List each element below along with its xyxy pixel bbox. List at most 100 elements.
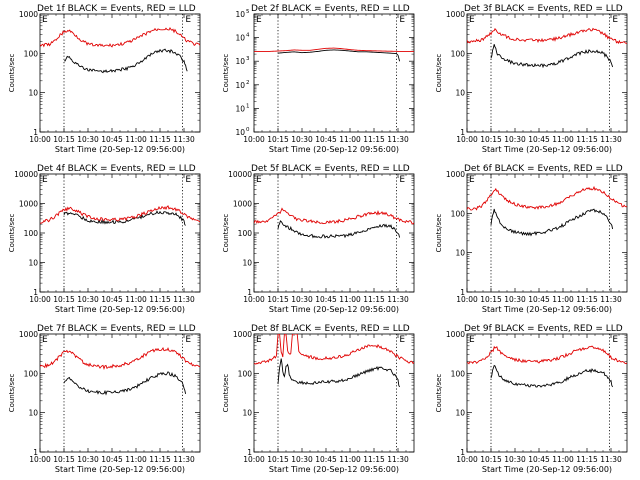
e-marker-label: E [42,175,48,185]
y-tick-exponent: 1 [246,103,250,109]
x-tick-label: 10:15 [267,295,289,304]
e-marker-label: E [399,335,405,345]
x-tick-label: 11:15 [149,295,171,304]
x-tick-label: 11:30 [173,135,195,144]
y-tick-label: 1000 [446,330,465,339]
y-tick-label: 1 [460,128,465,137]
chart-title: Det 6f BLACK = Events, RED = LLD [464,164,623,174]
y-axis-label: Counts/sec [435,374,443,413]
x-axis-label: Start Time (20-Sep-12 09:56:00) [482,145,612,154]
e-marker-label: E [399,15,405,25]
x-tick-label: 11:30 [387,135,409,144]
y-axis-label: Counts/sec [8,214,16,253]
x-tick-label: 11:30 [387,455,409,464]
x-tick-label: 11:30 [600,135,622,144]
series-line-lld [467,345,627,365]
chart-title: Det 3f BLACK = Events, RED = LLD [464,4,623,14]
x-tick-label: 10:15 [480,455,502,464]
e-marker-label: E [612,335,618,345]
x-tick-label: 10:30 [77,295,99,304]
y-tick-label: 1 [460,288,465,297]
x-tick-label: 11:15 [363,295,385,304]
series-line-lld [40,205,200,224]
x-tick-label: 11:15 [363,455,385,464]
x-tick-label: 10:30 [77,455,99,464]
x-tick-label: 11:30 [173,455,195,464]
series-line-events [277,358,400,388]
y-tick-label: 1000 [19,10,38,19]
x-tick-label: 10:15 [53,295,75,304]
x-axis-label: Start Time (20-Sep-12 09:56:00) [482,465,612,474]
x-tick-label: 10:45 [315,135,337,144]
e-marker-label: E [185,175,191,185]
e-marker-label: E [42,335,48,345]
y-tick-label: 10 [235,57,245,66]
y-axis-label: Counts/sec [222,374,230,413]
y-tick-label: 10 [28,409,38,418]
x-tick-label: 10:00 [456,295,478,304]
y-tick-label: 1 [33,288,38,297]
series-line-lld [254,207,414,225]
e-marker-label: E [185,15,191,25]
chart-title: Det 7f BLACK = Events, RED = LLD [37,324,196,334]
series-line-events [490,208,614,237]
y-tick-label: 100 [24,369,39,378]
x-axis-label: Start Time (20-Sep-12 09:56:00) [269,145,399,154]
e-marker-label: E [42,15,48,25]
x-axis-label: Start Time (20-Sep-12 09:56:00) [55,465,185,474]
e-marker-label: E [469,175,475,185]
x-tick-label: 10:45 [101,295,123,304]
y-tick-label: 10000 [228,170,252,179]
y-tick-label: 1000 [19,330,38,339]
e-marker-label: E [612,175,618,185]
y-tick-label: 10 [235,104,245,113]
y-tick-label: 10 [455,89,465,98]
x-tick-label: 10:15 [53,135,75,144]
series-line-events [63,210,186,226]
e-marker-label: E [469,335,475,345]
y-tick-label: 100 [238,369,253,378]
series-line-events [277,220,401,239]
x-tick-label: 11:15 [363,135,385,144]
e-marker-label: E [256,175,262,185]
y-axis-label: Counts/sec [222,54,230,93]
x-tick-label: 10:00 [243,135,265,144]
series-line-events [63,48,188,74]
x-axis-label: Start Time (20-Sep-12 09:56:00) [55,145,185,154]
x-tick-label: 11:30 [600,295,622,304]
y-tick-label: 10000 [14,170,38,179]
y-tick-label: 1000 [233,200,252,209]
x-tick-label: 10:45 [528,455,550,464]
x-tick-label: 10:30 [291,295,313,304]
x-tick-label: 10:00 [29,135,51,144]
x-tick-label: 11:30 [173,295,195,304]
x-tick-label: 10:30 [77,135,99,144]
chart-title: Det 4f BLACK = Events, RED = LLD [37,164,196,174]
x-tick-label: 10:30 [291,455,313,464]
y-tick-label: 10 [242,259,252,268]
x-axis-label: Start Time (20-Sep-12 09:56:00) [269,465,399,474]
series-line-lld [40,346,200,370]
x-tick-label: 11:30 [387,295,409,304]
y-axis-label: Counts/sec [222,214,230,253]
x-tick-label: 10:00 [243,295,265,304]
y-tick-label: 1 [247,288,252,297]
x-tick-label: 10:45 [101,455,123,464]
x-tick-label: 10:00 [29,295,51,304]
x-tick-label: 10:30 [291,135,313,144]
y-axis-label: Counts/sec [8,54,16,93]
series-line-events [490,364,614,388]
x-tick-label: 10:30 [504,135,526,144]
series-line-lld [467,27,627,45]
x-tick-label: 10:45 [315,455,337,464]
y-tick-label: 10 [455,249,465,258]
y-axis-label: Counts/sec [435,214,443,253]
series-line-events [63,371,187,396]
